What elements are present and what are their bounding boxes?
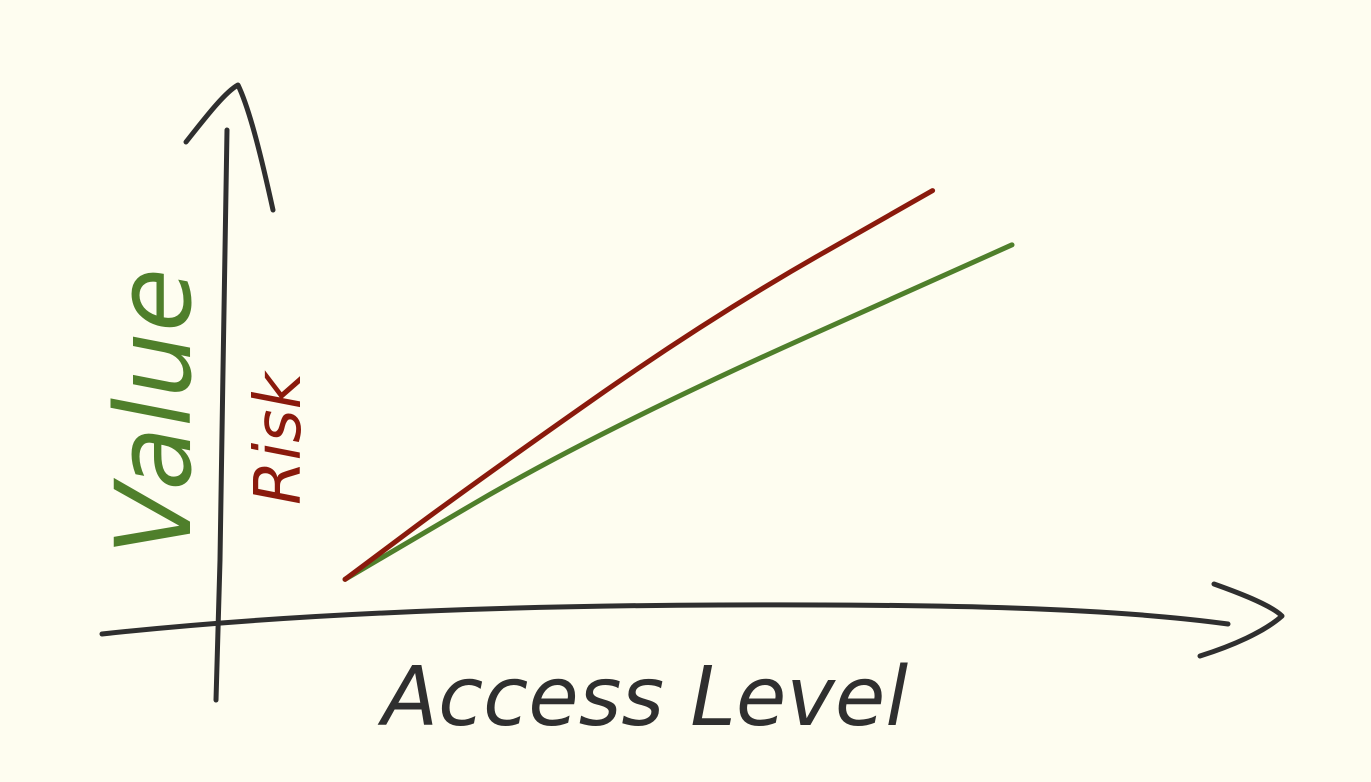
- y-axis-label: Value: [93, 268, 215, 555]
- value-series-line: [342, 242, 1015, 582]
- x-axis-arrowhead: [1197, 581, 1285, 659]
- x-axis-label: Access Level: [377, 650, 908, 745]
- risk-label: Risk: [242, 369, 316, 505]
- y-axis-arrowhead: [183, 82, 276, 213]
- x-axis: [99, 602, 1231, 637]
- y-axis: [213, 127, 230, 703]
- risk-series-line: [342, 188, 936, 582]
